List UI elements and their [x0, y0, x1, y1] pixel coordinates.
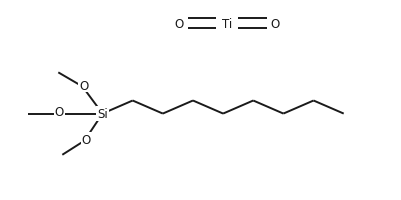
- Text: O: O: [79, 79, 88, 92]
- Text: Ti: Ti: [221, 18, 232, 30]
- Text: O: O: [55, 106, 64, 119]
- Text: O: O: [270, 18, 279, 30]
- Text: O: O: [174, 18, 183, 30]
- Text: Si: Si: [97, 108, 107, 120]
- Text: O: O: [81, 133, 91, 146]
